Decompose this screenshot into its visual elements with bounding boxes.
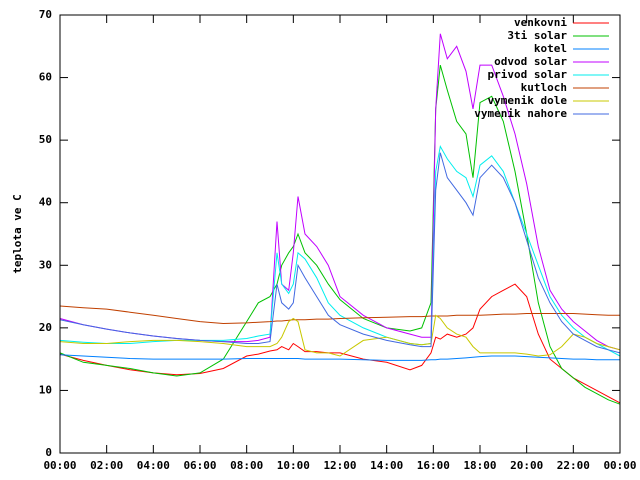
x-tick-label: 04:00 xyxy=(137,459,170,472)
y-tick-label: 40 xyxy=(39,196,52,209)
x-tick-label: 08:00 xyxy=(230,459,263,472)
series-line xyxy=(59,283,621,404)
y-tick-label: 50 xyxy=(39,133,52,146)
x-tick-label: 22:00 xyxy=(557,459,590,472)
x-tick-label: 06:00 xyxy=(183,459,216,472)
y-tick-label: 20 xyxy=(39,321,52,334)
y-tick-label: 0 xyxy=(45,446,52,459)
series-line xyxy=(59,305,620,325)
series-line xyxy=(59,354,620,361)
y-tick-label: 70 xyxy=(39,8,52,21)
legend-label: venkovni xyxy=(514,16,567,29)
series-line xyxy=(59,152,621,354)
x-tick-label: 10:00 xyxy=(277,459,310,472)
legend-label: privod solar xyxy=(488,68,568,81)
series-line xyxy=(59,314,621,357)
x-tick-label: 12:00 xyxy=(323,459,356,472)
x-tick-label: 00:00 xyxy=(603,459,636,472)
x-tick-label: 00:00 xyxy=(43,459,76,472)
legend-label: odvod solar xyxy=(494,55,567,68)
x-tick-label: 18:00 xyxy=(463,459,496,472)
x-tick-label: 20:00 xyxy=(510,459,543,472)
y-tick-label: 60 xyxy=(39,71,52,84)
legend-label: vymenik dole xyxy=(488,94,568,107)
plot-border xyxy=(59,14,621,454)
y-axis-label: teplota ve C xyxy=(11,194,24,273)
x-tick-label: 02:00 xyxy=(90,459,123,472)
legend-label: vymenik nahore xyxy=(474,107,567,120)
legend-label: 3ti solar xyxy=(507,29,567,42)
series-line xyxy=(59,64,621,405)
x-tick-label: 14:00 xyxy=(370,459,403,472)
legend-label: kotel xyxy=(534,42,567,55)
legend-label: kutloch xyxy=(521,81,567,94)
y-tick-label: 30 xyxy=(39,258,52,271)
y-tick-label: 10 xyxy=(39,383,52,396)
x-tick-label: 16:00 xyxy=(417,459,450,472)
